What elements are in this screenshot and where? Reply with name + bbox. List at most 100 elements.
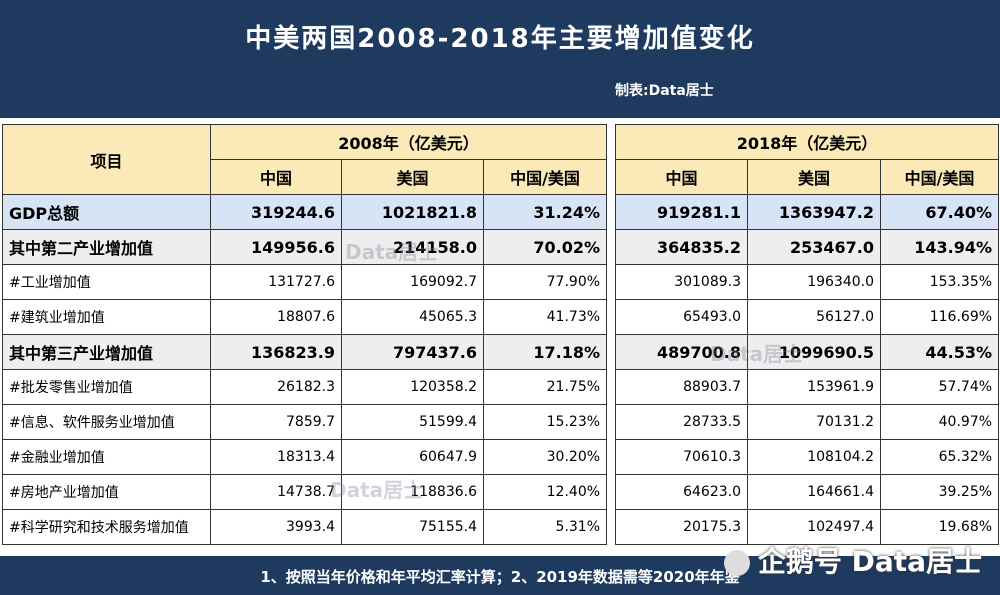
table-row: #信息、软件服务业增加值 7859.7 51599.4 15.23% — [2, 404, 608, 440]
row-label: #建筑业增加值 — [2, 299, 211, 335]
footnote: 1、按照当年价格和年平均汇率计算；2、2019年数据需等2020年年鉴 — [260, 568, 740, 586]
cell-ratio-2018: 65.32% — [879, 439, 1000, 475]
cell-china-2018: 65493.0 — [615, 299, 748, 335]
cell-ratio-2008: 17.18% — [482, 334, 608, 370]
item-header: 项目 — [2, 124, 211, 195]
cell-usa-2018: 70131.2 — [747, 404, 881, 440]
cell-ratio-2018: 57.74% — [879, 369, 1000, 405]
cell-ratio-2008: 21.75% — [482, 369, 608, 405]
table-row: 65493.0 56127.0 116.69% — [615, 299, 1000, 335]
row-label: #科学研究和技术服务增加值 — [2, 509, 211, 545]
cell-usa-2008: 118836.6 — [341, 474, 484, 510]
cell-ratio-2008: 77.90% — [482, 264, 608, 300]
cell-usa-2018: 56127.0 — [747, 299, 881, 335]
table-row: #房地产业增加值 14738.7 118836.6 12.40% — [2, 474, 608, 510]
table-row: 64623.0 164661.4 39.25% — [615, 474, 1000, 510]
cell-ratio-2018: 40.97% — [879, 404, 1000, 440]
cell-usa-2008: 75155.4 — [341, 509, 484, 545]
cell-ratio-2018: 39.25% — [879, 474, 1000, 510]
table-row: 88903.7 153961.9 57.74% — [615, 369, 1000, 405]
cell-china-2018: 919281.1 — [615, 194, 748, 230]
cell-ratio-2008: 15.23% — [482, 404, 608, 440]
row-label: #工业增加值 — [2, 264, 211, 300]
year-2008-header: 2008年（亿美元） — [209, 124, 608, 160]
col-usa-2018: 美国 — [747, 159, 881, 195]
cell-china-2008: 136823.9 — [210, 334, 342, 370]
table-2008: 项目 2008年（亿美元） 中国 美国 中国/美国 GDP总额 319244.6 1… — [2, 124, 608, 545]
cell-china-2008: 149956.6 — [210, 229, 342, 265]
table-row: #工业增加值 131727.6 169092.7 77.90% — [2, 264, 608, 300]
brand-text: 企鹅号 Data居士 — [757, 545, 982, 578]
cell-usa-2018: 253467.0 — [747, 229, 881, 265]
table-row: 364835.2 253467.0 143.94% — [615, 229, 1000, 265]
col-ratio-2008: 中国/美国 — [482, 159, 608, 195]
cell-ratio-2008: 41.73% — [482, 299, 608, 335]
cell-usa-2008: 45065.3 — [341, 299, 484, 335]
cell-china-2018: 364835.2 — [615, 229, 748, 265]
cell-ratio-2008: 30.20% — [482, 439, 608, 475]
table-row: 919281.1 1363947.2 67.40% — [615, 194, 1000, 230]
cell-usa-2008: 797437.6 — [341, 334, 484, 370]
table-row: 其中第二产业增加值 149956.6 214158.0 70.02% — [2, 229, 608, 265]
cell-usa-2018: 108104.2 — [747, 439, 881, 475]
cell-usa-2008: 51599.4 — [341, 404, 484, 440]
table-row: 70610.3 108104.2 65.32% — [615, 439, 1000, 475]
divider — [0, 118, 1000, 124]
cell-ratio-2008: 70.02% — [482, 229, 608, 265]
footer-banner: 1、按照当年价格和年平均汇率计算；2、2019年数据需等2020年年鉴 — [0, 556, 1000, 595]
row-label: #金融业增加值 — [2, 439, 211, 475]
cell-usa-2018: 196340.0 — [747, 264, 881, 300]
cell-usa-2018: 164661.4 — [747, 474, 881, 510]
col-china-2018: 中国 — [615, 159, 748, 195]
cell-china-2018: 28733.5 — [615, 404, 748, 440]
title-banner: 中美两国2008-2018年主要增加值变化 制表:Data居士 — [0, 0, 1000, 118]
table-row: #科学研究和技术服务增加值 3993.4 75155.4 5.31% — [2, 509, 608, 545]
brand-watermark: 企鹅号 Data居士 — [723, 540, 982, 580]
cell-china-2018: 88903.7 — [615, 369, 748, 405]
credit-text: 制表:Data居士 — [615, 83, 714, 99]
table-row: 其中第三产业增加值 136823.9 797437.6 17.18% — [2, 334, 608, 370]
cell-usa-2018: 1363947.2 — [747, 194, 881, 230]
table-row: 28733.5 70131.2 40.97% — [615, 404, 1000, 440]
cell-ratio-2018: 143.94% — [879, 229, 1000, 265]
table-row: #批发零售业增加值 26182.3 120358.2 21.75% — [2, 369, 608, 405]
row-label: 其中第二产业增加值 — [2, 229, 211, 265]
row-label: #批发零售业增加值 — [2, 369, 211, 405]
cell-china-2008: 3993.4 — [210, 509, 342, 545]
table-row: GDP总额 319244.6 1021821.8 31.24% — [2, 194, 608, 230]
table-row: 489700.8 1099690.5 44.53% — [615, 334, 1000, 370]
row-label: #信息、软件服务业增加值 — [2, 404, 211, 440]
year-2018-header: 2018年（亿美元） — [614, 124, 1000, 160]
row-label: #房地产业增加值 — [2, 474, 211, 510]
cell-china-2008: 18807.6 — [210, 299, 342, 335]
cell-ratio-2008: 12.40% — [482, 474, 608, 510]
cell-ratio-2018: 153.35% — [879, 264, 1000, 300]
penguin-icon — [723, 550, 750, 576]
table-2018: 2018年（亿美元） 中国 美国 中国/美国 919281.1 1363947.2… — [614, 124, 1000, 545]
cell-usa-2008: 120358.2 — [341, 369, 484, 405]
cell-usa-2008: 1021821.8 — [341, 194, 484, 230]
row-label: GDP总额 — [2, 194, 211, 230]
cell-usa-2018: 153961.9 — [747, 369, 881, 405]
cell-china-2018: 301089.3 — [615, 264, 748, 300]
cell-china-2008: 14738.7 — [210, 474, 342, 510]
col-usa-2008: 美国 — [341, 159, 484, 195]
cell-ratio-2008: 5.31% — [482, 509, 608, 545]
cell-china-2018: 489700.8 — [615, 334, 748, 370]
table-row: 301089.3 196340.0 153.35% — [615, 264, 1000, 300]
cell-usa-2008: 60647.9 — [341, 439, 484, 475]
cell-china-2018: 70610.3 — [615, 439, 748, 475]
cell-china-2008: 7859.7 — [210, 404, 342, 440]
table-row: #建筑业增加值 18807.6 45065.3 41.73% — [2, 299, 608, 335]
col-china-2008: 中国 — [210, 159, 342, 195]
page-title: 中美两国2008-2018年主要增加值变化 — [245, 24, 755, 54]
cell-ratio-2018: 116.69% — [879, 299, 1000, 335]
cell-china-2008: 18313.4 — [210, 439, 342, 475]
cell-ratio-2008: 31.24% — [482, 194, 608, 230]
table-row: #金融业增加值 18313.4 60647.9 30.20% — [2, 439, 608, 475]
cell-usa-2008: 169092.7 — [341, 264, 484, 300]
cell-china-2018: 64623.0 — [615, 474, 748, 510]
cell-china-2008: 319244.6 — [210, 194, 342, 230]
cell-china-2018: 20175.3 — [615, 509, 748, 545]
cell-china-2008: 26182.3 — [210, 369, 342, 405]
